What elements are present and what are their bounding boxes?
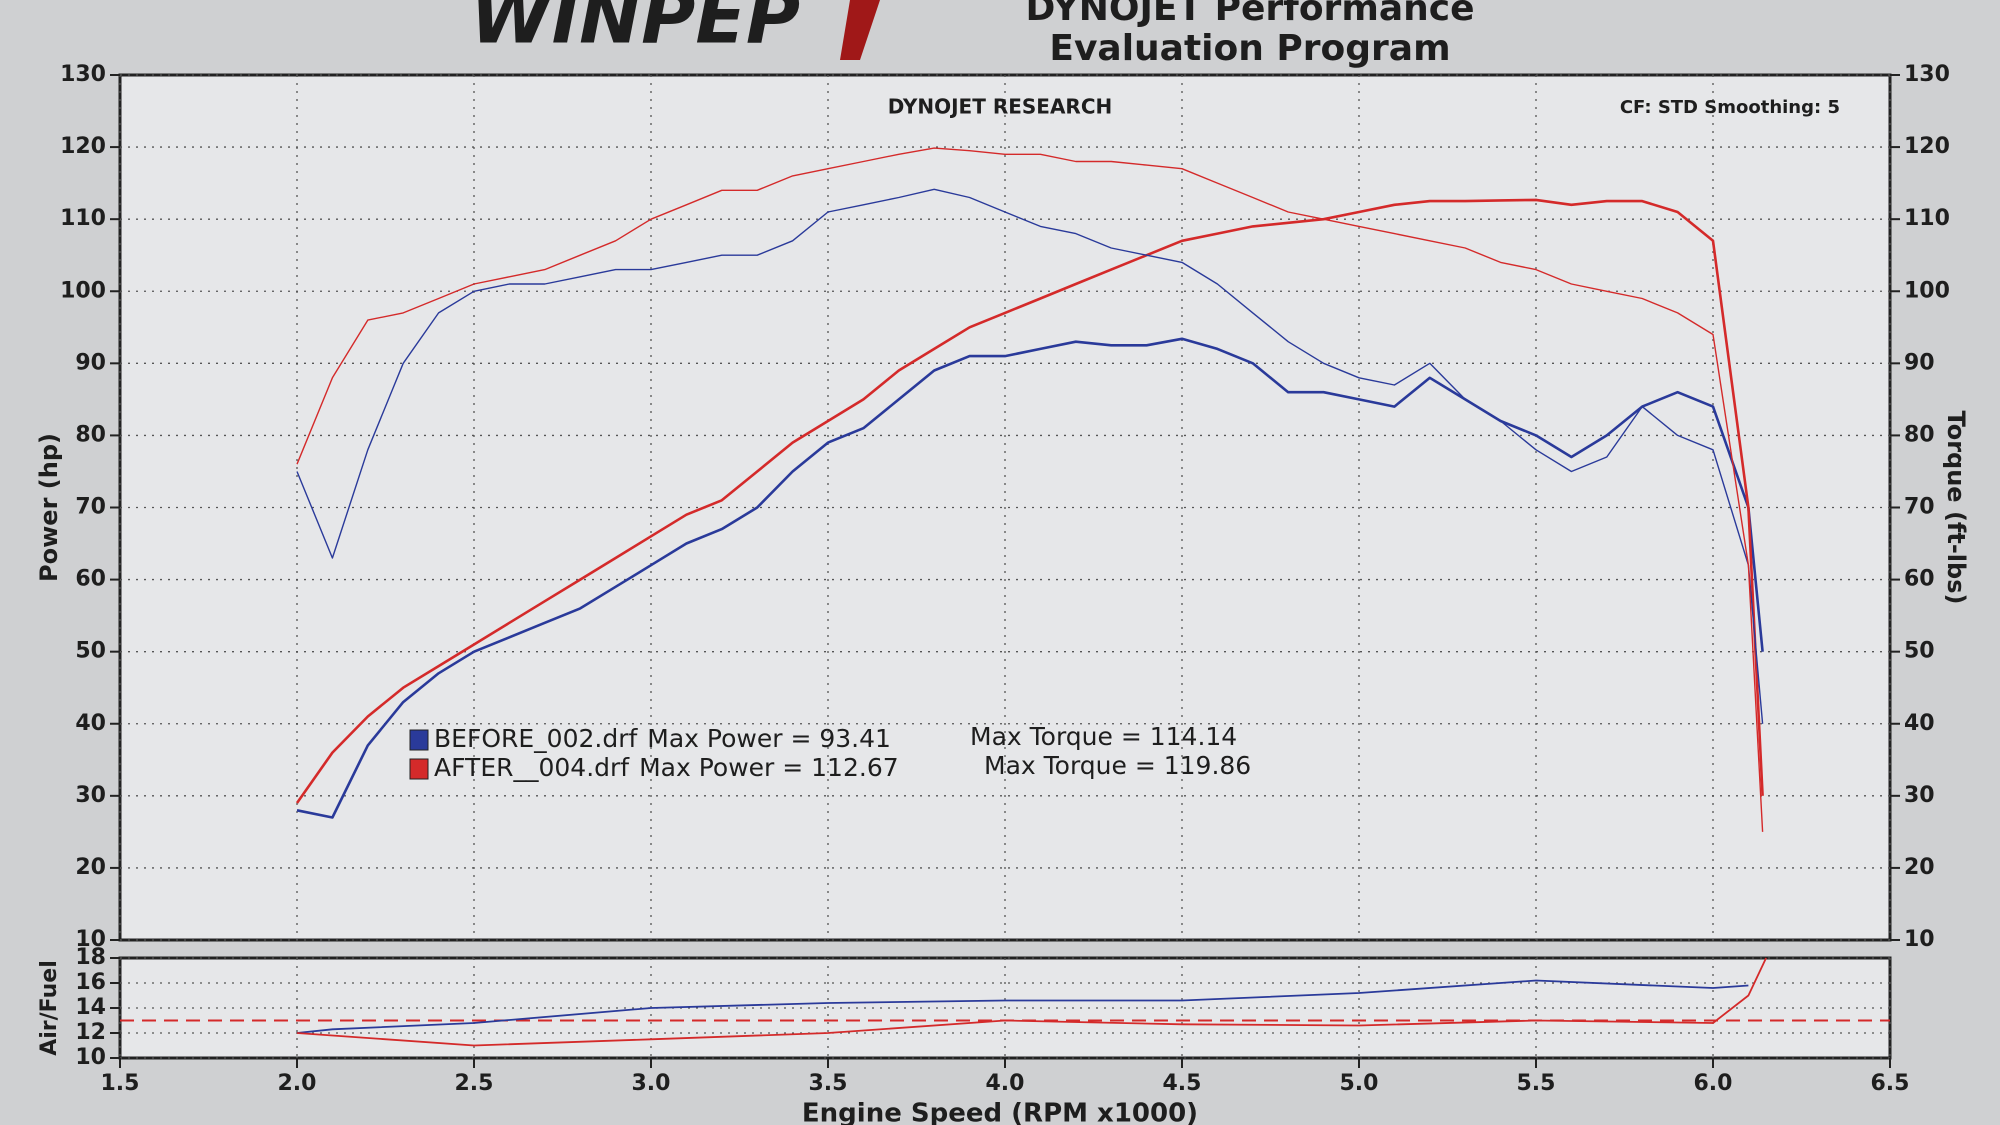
y2-tick-label: 20: [1904, 855, 1935, 880]
x-tick-label: 6.5: [1871, 1071, 1910, 1096]
y-tick-label: 100: [60, 278, 106, 303]
x-tick-label: 4.0: [986, 1071, 1025, 1096]
logo-mark: [840, 0, 880, 60]
y-axis-label: Power (hp): [35, 433, 63, 582]
y-tick-label: 110: [60, 206, 106, 231]
y2-tick-label: 70: [1904, 495, 1935, 520]
data-line: [296, 979, 1749, 1034]
legend-note: Max Torque = 114.14: [970, 722, 1237, 751]
x-tick-label: 4.5: [1163, 1071, 1202, 1096]
legend-swatch: [409, 729, 429, 751]
y2-tick-label: 120: [1904, 134, 1950, 159]
y-tick-label: 10: [75, 1045, 106, 1070]
x-tick-label: 1.5: [101, 1071, 140, 1096]
y2-tick-label: 110: [1904, 206, 1950, 231]
y-tick-label: 14: [75, 995, 106, 1020]
data-line: [295, 198, 1764, 804]
legend-note: Max Power = 93.41: [647, 724, 891, 753]
y-tick-label: 18: [75, 945, 106, 970]
y2-axis-label: Torque (ft-lbs): [1942, 411, 1970, 605]
legend-swatch: [409, 758, 429, 780]
data-line: [296, 337, 1764, 819]
y-tick-label: 30: [75, 783, 106, 808]
chart-annotation: CF: STD Smoothing: 5: [1620, 97, 1840, 118]
y2-tick-label: 40: [1904, 711, 1935, 736]
data-line: [296, 957, 1767, 1047]
y2-tick-label: 60: [1904, 567, 1935, 592]
legend-note: Max Torque = 119.86: [984, 751, 1251, 780]
x-axis-label: Engine Speed (RPM x1000): [802, 1099, 1198, 1125]
x-tick-label: 6.0: [1694, 1071, 1733, 1096]
y2-tick-label: 100: [1904, 278, 1950, 303]
legend-label: BEFORE_002.drf: [434, 724, 638, 753]
chart-subtitle: DYNOJET RESEARCH: [888, 95, 1113, 119]
y2-tick-label: 30: [1904, 783, 1935, 808]
x-tick-label: 3.5: [809, 1071, 848, 1096]
y-tick-label: 40: [75, 711, 106, 736]
y-tick-label: 120: [60, 134, 106, 159]
y-tick-label: 10: [75, 927, 106, 952]
y-tick-label: 70: [75, 495, 106, 520]
x-tick-label: 5.0: [1340, 1071, 1379, 1096]
data-line: [296, 188, 1764, 724]
header-title: Evaluation Program: [1049, 28, 1450, 69]
y-tick-label: 80: [75, 422, 106, 447]
logo: WINPEP: [470, 0, 800, 61]
y-tick-label: 50: [75, 639, 106, 664]
y-tick-label: 20: [75, 855, 106, 880]
data-line: [296, 147, 1764, 832]
x-tick-label: 5.5: [1517, 1071, 1556, 1096]
y-axis-label: Air/Fuel: [37, 960, 62, 1056]
x-tick-label: 3.0: [632, 1071, 671, 1096]
x-tick-label: 2.0: [278, 1071, 317, 1096]
legend-label: AFTER__004.drf: [434, 753, 630, 782]
y2-tick-label: 50: [1904, 639, 1935, 664]
y2-tick-label: 130: [1904, 62, 1950, 87]
header-title: DYNOJET Performance: [1025, 0, 1474, 29]
y2-tick-label: 80: [1904, 422, 1935, 447]
y-tick-label: 12: [75, 1020, 106, 1045]
y-tick-label: 60: [75, 567, 106, 592]
y-tick-label: 130: [60, 62, 106, 87]
y2-tick-label: 10: [1904, 927, 1935, 952]
legend-note: Max Power = 112.67: [639, 753, 899, 782]
y-tick-label: 16: [75, 970, 106, 995]
x-tick-label: 2.5: [455, 1071, 494, 1096]
y-tick-label: 90: [75, 350, 106, 375]
y2-tick-label: 90: [1904, 350, 1935, 375]
